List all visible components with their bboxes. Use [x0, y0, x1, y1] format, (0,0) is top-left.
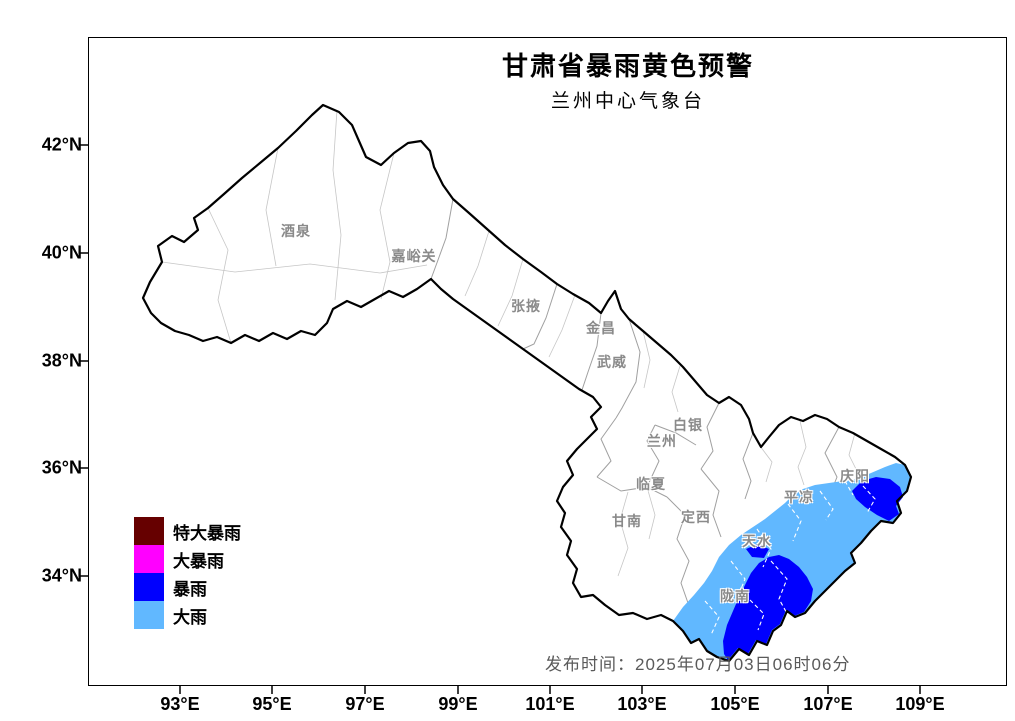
x-axis-label-95e: 95°E: [252, 694, 292, 714]
heavy-rain-swatch: [134, 601, 164, 629]
city-label-jiuquan: 酒泉: [281, 223, 311, 239]
plot-frame: [88, 37, 1007, 686]
y-axis-label-38n: 38°N: [41, 350, 82, 371]
rainstorm-swatch: [134, 573, 164, 601]
city-label-jiayuguan: 嘉峪关: [391, 248, 437, 264]
x-axis-ticks: [179, 686, 921, 694]
y-axis-label-42n: 42°N: [41, 134, 82, 155]
prefecture-boundaries: [430, 198, 840, 604]
y-axis-label-34n: 34°N: [41, 565, 82, 586]
y-axis-label-40n: 40°N: [41, 242, 82, 263]
x-axis-label-109e: 109°E: [895, 694, 945, 714]
city-label-linxia: 临夏: [636, 476, 666, 492]
city-label-zhangye: 张掖: [511, 298, 541, 314]
x-axis-label-97e: 97°E: [345, 694, 385, 714]
extreme-rainstorm-swatch: [134, 517, 164, 545]
city-label-pingliang: 平凉: [784, 489, 814, 505]
rainstorm-area-south: [723, 555, 813, 660]
legend-item-severe-rainstorm: 大暴雨: [134, 545, 241, 573]
severe-rainstorm-swatch: [134, 545, 164, 573]
county-boundaries: [161, 109, 858, 577]
severe-rainstorm-label: 大暴雨: [173, 551, 224, 571]
warned-county-boundaries: [704, 480, 876, 636]
city-label-qingyang: 庆阳: [840, 468, 870, 484]
city-label-gannan: 甘南: [612, 513, 642, 529]
legend-item-heavy-rain: 大雨: [134, 601, 241, 629]
map-title: 甘肃省暴雨黄色预警: [501, 51, 755, 81]
map-subtitle: 兰州中心气象台: [550, 91, 706, 112]
legend: 特大暴雨 大暴雨 暴雨 大雨: [134, 517, 241, 629]
y-axis-ticks: [80, 144, 88, 577]
x-axis-label-107e: 107°E: [803, 694, 853, 714]
legend-item-extreme-rainstorm: 特大暴雨: [134, 517, 241, 545]
x-axis-label-101e: 101°E: [525, 694, 575, 714]
legend-item-rainstorm: 暴雨: [134, 573, 241, 601]
x-axis-label-93e: 93°E: [160, 694, 200, 714]
extreme-rainstorm-label: 特大暴雨: [173, 523, 241, 543]
city-label-baiyin: 白银: [673, 417, 703, 433]
heavy-rain-label: 大雨: [173, 607, 207, 627]
y-axis-label-36n: 36°N: [41, 457, 82, 478]
city-label-tianshui: 天水: [742, 533, 772, 549]
x-axis-label-99e: 99°E: [438, 694, 478, 714]
rainstorm-label: 暴雨: [173, 579, 207, 599]
city-label-lanzhou: 兰州: [647, 433, 677, 449]
x-axis-label-105e: 105°E: [710, 694, 760, 714]
city-label-longnan: 陇南: [720, 588, 750, 604]
city-label-jinchang: 金昌: [586, 320, 616, 336]
city-label-wuwei: 武威: [597, 354, 627, 370]
x-axis-label-103e: 103°E: [617, 694, 667, 714]
rainstorm-area-tianshui: [746, 544, 769, 558]
province-outline: [141, 103, 913, 663]
city-label-dingxi: 定西: [681, 509, 711, 525]
issue-time: 发布时间：2025年07月03日06时06分: [545, 655, 851, 674]
